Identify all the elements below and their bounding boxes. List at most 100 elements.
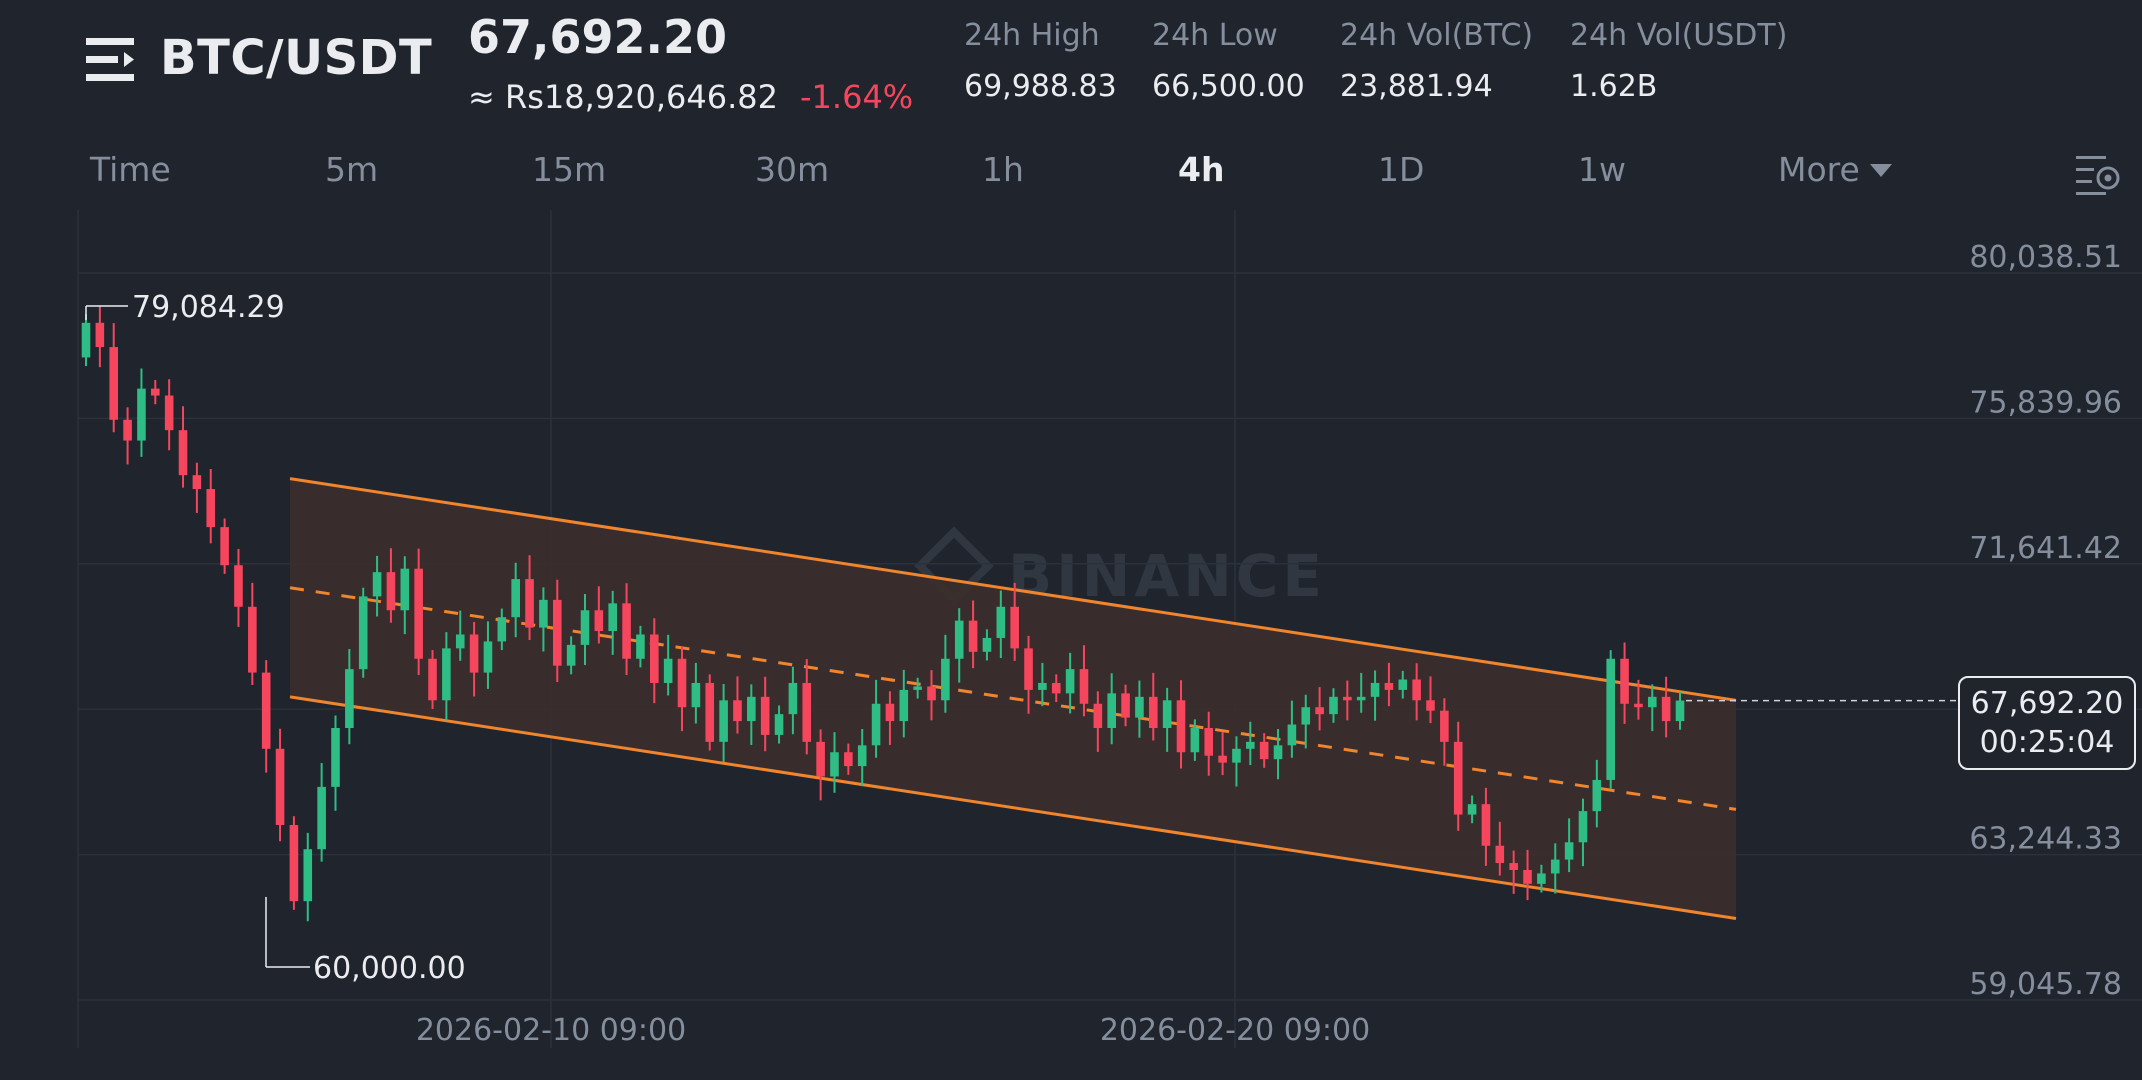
candle-body (996, 606, 1006, 638)
candle-body (289, 824, 299, 902)
candle-body (844, 752, 853, 767)
stat-value: 69,988.83 (964, 69, 1117, 104)
candle-body (1398, 679, 1408, 690)
candle-body (1024, 648, 1033, 690)
candle-body (1523, 869, 1532, 884)
candle-body (248, 606, 257, 673)
stat-value: 66,500.00 (1152, 69, 1305, 104)
candle-body (691, 682, 701, 708)
candle-body (483, 641, 493, 673)
chart-settings-icon[interactable] (2074, 152, 2122, 196)
menu-list-icon[interactable] (86, 36, 138, 84)
candle-body (1329, 696, 1338, 715)
candle-body (1661, 696, 1671, 722)
candle-body (1370, 682, 1380, 697)
candle-body (442, 648, 451, 701)
candle-body (1606, 658, 1615, 780)
trading-pair-title[interactable]: BTC/USDT (160, 30, 433, 86)
candle-body (1065, 669, 1075, 694)
candle-body (1412, 679, 1421, 701)
candle-body (733, 700, 742, 722)
stat-label: 24h Low (1152, 18, 1278, 53)
candle-body (802, 682, 812, 742)
candle-body (1467, 804, 1477, 815)
y-axis-label: 75,839.96 (1969, 385, 2122, 420)
candle-body (871, 703, 881, 746)
candle-body (1176, 700, 1186, 753)
tab-1d[interactable]: 1D (1378, 150, 1425, 189)
candle-body (816, 741, 825, 777)
candle-body (1204, 728, 1214, 756)
ticker-header: BTC/USDT 67,692.20 ≈ Rs18,920,646.82 -1.… (0, 0, 2142, 140)
candle-body (1578, 811, 1588, 843)
candle-body (1135, 696, 1144, 718)
y-axis-label: 63,244.33 (1969, 822, 2122, 857)
stat-24h-vol-usdt: 24h Vol(USDT) 1.62B (1570, 18, 1787, 104)
candle-body (317, 786, 326, 850)
candle-body (1453, 741, 1463, 815)
candle-body (1675, 700, 1685, 722)
candle-body (220, 527, 229, 566)
tab-5m[interactable]: 5m (325, 150, 379, 189)
candle-body (164, 395, 174, 431)
interval-tabs: Time 5m 15m 30m 1h 4h 1D 1w More (0, 150, 2142, 200)
candle-body (1107, 693, 1117, 729)
candle-body (151, 388, 160, 396)
stat-value: 23,881.94 (1340, 69, 1493, 104)
tab-1w[interactable]: 1w (1578, 150, 1626, 189)
candle-body (580, 610, 590, 645)
candle-body (1162, 700, 1172, 729)
candle-body (1010, 606, 1019, 649)
tab-more[interactable]: More (1778, 150, 1892, 189)
candle-body (927, 686, 936, 701)
candle-body (469, 634, 479, 673)
tab-4h[interactable]: 4h (1178, 150, 1225, 189)
candle-body (719, 700, 728, 742)
candle-body (774, 714, 784, 735)
candle-body (123, 419, 132, 441)
candle-body (511, 579, 520, 618)
candle-body (1038, 682, 1047, 690)
candle-body (636, 634, 645, 659)
candle-body (705, 682, 715, 742)
candle-body (275, 748, 285, 825)
stat-label: 24h Vol(USDT) (1570, 18, 1788, 53)
candle-body (178, 430, 188, 476)
candle-body (899, 689, 909, 722)
tab-30m[interactable]: 30m (755, 150, 830, 189)
candle-body (1537, 873, 1546, 884)
candle-body (788, 682, 798, 715)
candle-body (206, 489, 216, 528)
y-axis-label: 59,045.78 (1969, 967, 2122, 1002)
candle-body (1481, 804, 1491, 846)
candle-body (137, 388, 146, 441)
candle-body (830, 752, 839, 777)
candle-body (386, 572, 396, 611)
tab-1h[interactable]: 1h (982, 150, 1024, 189)
candle-body (622, 603, 631, 659)
candle-body (455, 634, 465, 649)
candle-body (1592, 779, 1602, 812)
candle-body (1315, 707, 1324, 715)
candle-body (1634, 703, 1643, 708)
caret-down-icon (1869, 164, 1892, 177)
candle-body (95, 322, 105, 348)
candle-body (261, 672, 271, 749)
price-change-percent: -1.64% (800, 78, 914, 116)
x-axis-label: 2026-02-20 09:00 (1100, 1013, 1370, 1048)
candle-body (1620, 658, 1629, 704)
channel-lower-line (289, 695, 1737, 920)
tab-time[interactable]: Time (90, 150, 171, 189)
candle-body (857, 745, 867, 767)
candle-body (760, 696, 770, 735)
stat-label: 24h Vol(BTC) (1340, 18, 1534, 53)
candle-body (1384, 682, 1394, 690)
tab-15m[interactable]: 15m (532, 150, 607, 189)
candle-body (1121, 693, 1130, 718)
candle-body (1509, 863, 1518, 870)
candle-body (1647, 696, 1657, 708)
candle-body (1190, 728, 1200, 753)
candle-body (1148, 696, 1158, 729)
low-marker-label: 60,000.00 (313, 951, 466, 986)
